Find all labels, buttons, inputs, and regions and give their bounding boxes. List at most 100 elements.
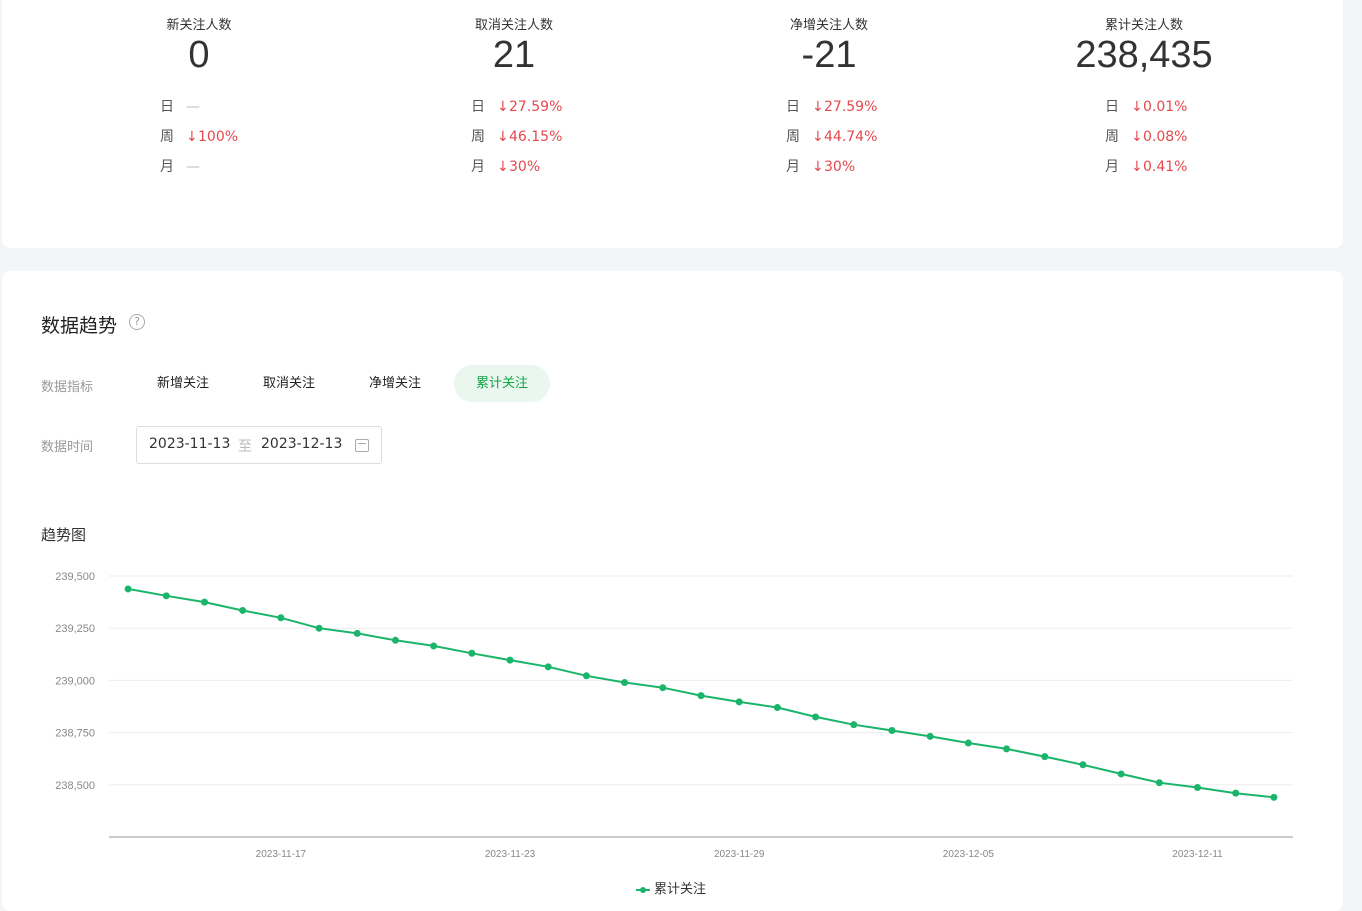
data-point bbox=[964, 739, 972, 747]
arrow-down-icon: ↓ bbox=[1131, 129, 1143, 145]
arrow-down-icon: ↓ bbox=[812, 129, 824, 145]
period-label: 月 bbox=[471, 159, 485, 175]
stat-label: 累计关注人数 bbox=[1104, 18, 1184, 33]
y-tick-label: 239,250 bbox=[55, 623, 95, 635]
tab-total-follow[interactable]: 累计关注 bbox=[454, 365, 550, 402]
stat-change-row: 月 ↓0.41% bbox=[1105, 157, 1187, 177]
stat-change-row: 周 ↓46.15% bbox=[471, 127, 562, 147]
stat-label: 净增关注人数 bbox=[789, 18, 869, 33]
time-label: 数据时间 bbox=[41, 440, 94, 455]
data-point bbox=[277, 614, 285, 622]
date-end[interactable]: 2023-12-13 bbox=[261, 436, 343, 452]
data-point bbox=[506, 656, 514, 664]
change-value: — bbox=[186, 99, 200, 115]
data-point bbox=[162, 592, 170, 600]
data-point bbox=[850, 721, 858, 729]
stats-card: 新关注人数 0 日 — 周 ↓100% 月 — 取消关注人数 21 日 ↓27.59% 周 ↓46.15%… bbox=[2, 0, 1343, 248]
stat-label: 新关注人数 bbox=[166, 18, 232, 33]
stat-change-row: 月 ↓30% bbox=[786, 157, 855, 177]
change-value: 30% bbox=[824, 159, 856, 175]
change-value: 0.01% bbox=[1143, 99, 1188, 115]
period-label: 周 bbox=[786, 129, 800, 145]
change-value: 0.08% bbox=[1143, 129, 1188, 145]
question-circle-icon[interactable]: ? bbox=[129, 314, 145, 330]
y-tick-label: 238,750 bbox=[55, 728, 95, 740]
data-point bbox=[468, 649, 476, 657]
change-value: 44.74% bbox=[824, 129, 878, 145]
data-point bbox=[812, 713, 820, 721]
data-point bbox=[888, 727, 896, 735]
chart-title: 趋势图 bbox=[41, 526, 87, 544]
period-label: 月 bbox=[786, 159, 800, 175]
date-start[interactable]: 2023-11-13 bbox=[149, 436, 231, 452]
change-value: 27.59% bbox=[509, 99, 563, 115]
data-point bbox=[659, 684, 667, 692]
x-tick-label: 2023-11-29 bbox=[714, 849, 765, 860]
data-point bbox=[735, 698, 743, 706]
stat-value: 21 bbox=[492, 34, 536, 76]
change-value: 100% bbox=[198, 129, 239, 145]
calendar-icon[interactable] bbox=[355, 439, 369, 452]
data-point bbox=[1155, 779, 1163, 787]
data-point bbox=[1270, 793, 1278, 801]
change-value: 27.59% bbox=[824, 99, 878, 115]
date-separator: 至 bbox=[238, 439, 252, 455]
x-tick-label: 2023-11-23 bbox=[485, 849, 536, 860]
legend-label: 累计关注 bbox=[654, 882, 707, 897]
stat-change-row: 周 ↓0.08% bbox=[1105, 127, 1187, 147]
data-point bbox=[353, 629, 361, 637]
stat-change-row: 周 ↓100% bbox=[160, 127, 238, 147]
period-label: 日 bbox=[786, 99, 800, 115]
arrow-down-icon: ↓ bbox=[497, 159, 509, 175]
data-point bbox=[621, 678, 629, 686]
data-point bbox=[1003, 745, 1011, 753]
arrow-down-icon: ↓ bbox=[497, 99, 509, 115]
section-title: 数据趋势 bbox=[41, 315, 118, 337]
data-point bbox=[391, 636, 399, 644]
data-point bbox=[1117, 770, 1125, 778]
stat-change-row: 日 ↓27.59% bbox=[471, 97, 562, 117]
data-point bbox=[1194, 784, 1202, 792]
period-label: 日 bbox=[1105, 99, 1119, 115]
data-point bbox=[582, 672, 590, 680]
chart-legend[interactable]: 累计关注 bbox=[636, 878, 706, 897]
stat-change-row: 月 — bbox=[160, 157, 200, 177]
y-tick-label: 238,500 bbox=[55, 780, 95, 792]
data-point bbox=[239, 606, 247, 614]
period-label: 周 bbox=[471, 129, 485, 145]
data-point bbox=[315, 624, 323, 632]
stat-change-row: 日 — bbox=[160, 97, 200, 117]
trend-chart: 238,500 238,750 239,000 239,250 239,500 2023-… bbox=[55, 571, 1293, 860]
data-point bbox=[697, 692, 705, 700]
x-tick-label: 2023-12-05 bbox=[943, 849, 995, 860]
tab-new-follow[interactable]: 新增关注 bbox=[156, 376, 209, 391]
period-label: 周 bbox=[160, 129, 174, 145]
stat-change-row: 周 ↓44.74% bbox=[786, 127, 877, 147]
arrow-down-icon: ↓ bbox=[1131, 159, 1143, 175]
stat-value: -21 bbox=[801, 34, 857, 76]
legend-swatch bbox=[636, 885, 650, 895]
stat-change-row: 日 ↓0.01% bbox=[1105, 97, 1187, 117]
arrow-down-icon: ↓ bbox=[497, 129, 509, 145]
data-point bbox=[926, 732, 934, 740]
period-label: 日 bbox=[471, 99, 485, 115]
arrow-down-icon: ↓ bbox=[186, 129, 198, 145]
stat-value: 238,435 bbox=[1075, 34, 1213, 76]
period-label: 月 bbox=[1105, 159, 1119, 175]
y-tick-label: 239,000 bbox=[55, 675, 95, 687]
arrow-down-icon: ↓ bbox=[812, 159, 824, 175]
stat-change-row: 日 ↓27.59% bbox=[786, 97, 877, 117]
data-point bbox=[1232, 789, 1240, 797]
data-point bbox=[124, 585, 132, 593]
data-point bbox=[430, 642, 438, 650]
tab-unfollow[interactable]: 取消关注 bbox=[262, 376, 315, 391]
tab-net-follow[interactable]: 净增关注 bbox=[368, 376, 421, 391]
date-range-picker[interactable]: 2023-11-13 至 2023-12-13 bbox=[136, 426, 382, 464]
period-label: 周 bbox=[1105, 129, 1119, 145]
period-label: 月 bbox=[160, 159, 174, 175]
x-tick-label: 2023-11-17 bbox=[256, 849, 307, 860]
change-value: 46.15% bbox=[509, 129, 563, 145]
stat-change-row: 月 ↓30% bbox=[471, 157, 540, 177]
data-point bbox=[773, 704, 781, 712]
x-tick-label: 2023-12-11 bbox=[1172, 849, 1223, 860]
